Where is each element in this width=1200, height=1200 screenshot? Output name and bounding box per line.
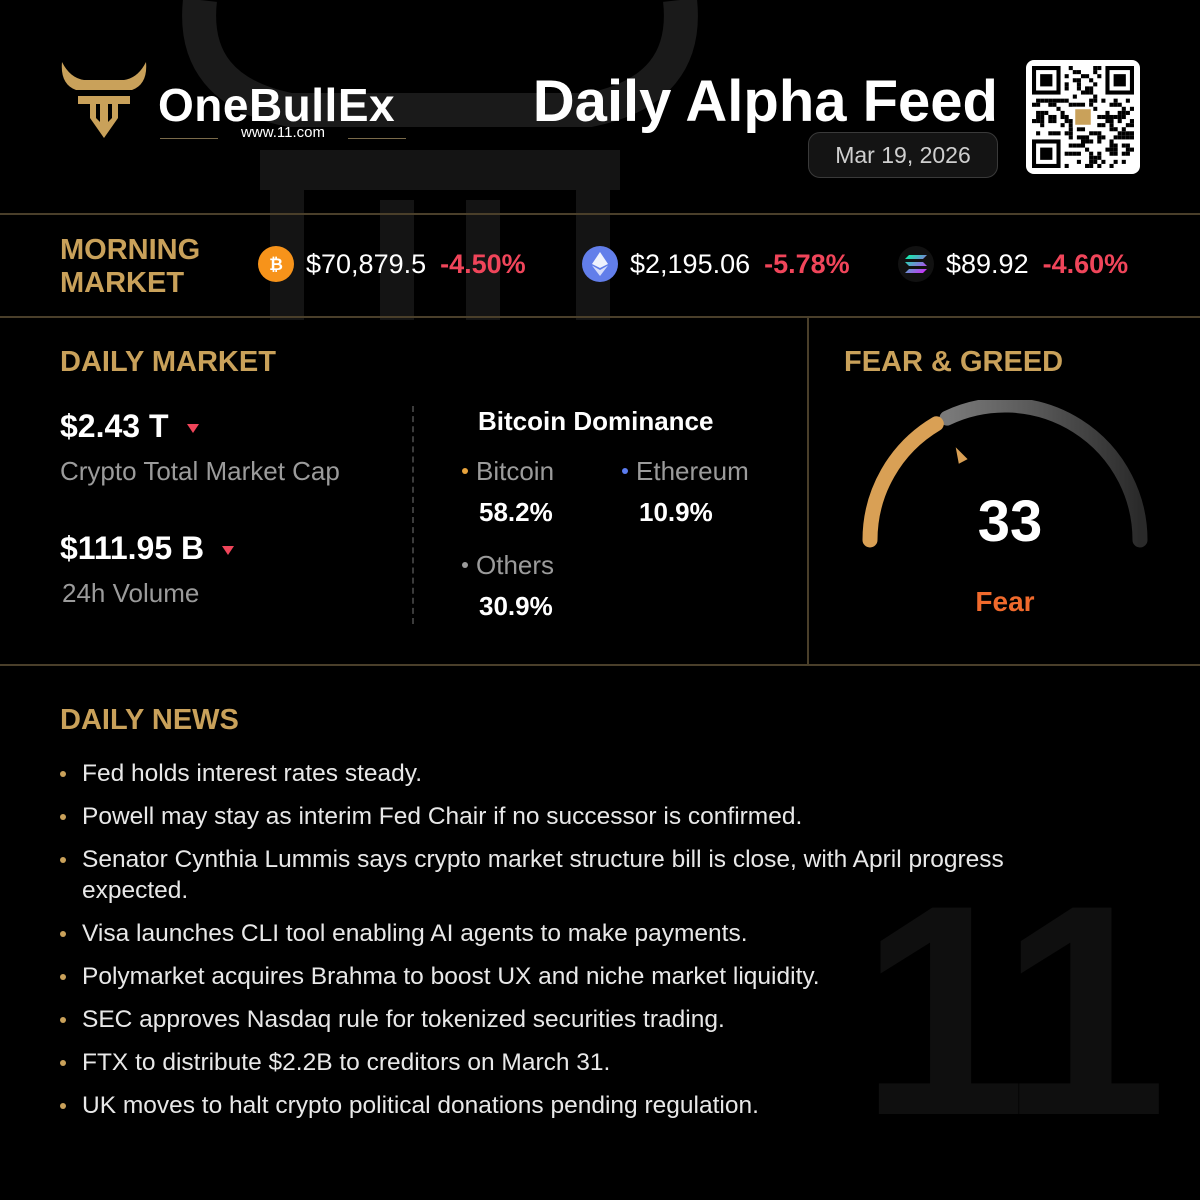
fear-greed-gauge	[862, 400, 1148, 548]
gauge-pointer	[955, 447, 968, 464]
solana-icon	[898, 246, 934, 282]
market-vertical-divider	[807, 317, 809, 666]
url-divider-left	[160, 138, 218, 139]
volume-value: $111.95 B	[60, 530, 235, 567]
daily-news-title: DAILY NEWS	[60, 704, 239, 736]
fear-greed-value: 33	[977, 489, 1043, 554]
news-item: Powell may stay as interim Fed Chair if …	[60, 801, 1100, 832]
dominance-eth-value: 10.9%	[639, 497, 713, 527]
ticker-eth[interactable]: $2,195.06 -5.78%	[582, 246, 850, 282]
brand-name: OneBullEx	[158, 79, 396, 131]
dominance-others-value: 30.9%	[479, 591, 553, 621]
sol-change: -4.60%	[1042, 248, 1129, 279]
bullet-icon	[622, 468, 628, 475]
market-bottom-divider	[0, 664, 1200, 666]
morning-market-title-line1: MORNING	[60, 234, 201, 266]
bitcoin-icon: ₿	[258, 246, 294, 282]
dominance-btc-label: Bitcoin	[462, 456, 554, 487]
brand-url: www.11.com	[241, 124, 325, 141]
url-divider-right	[348, 138, 406, 139]
news-item: SEC approves Nasdaq rule for tokenized s…	[60, 1004, 1100, 1035]
news-item: UK moves to halt crypto political donati…	[60, 1090, 1100, 1121]
volume-label: 24h Volume	[62, 578, 200, 608]
news-list: Fed holds interest rates steady. Powell …	[60, 758, 1100, 1133]
bullet-icon	[462, 468, 468, 475]
fear-greed-title: FEAR & GREED	[844, 346, 1064, 378]
dominance-title: Bitcoin Dominance	[478, 406, 714, 436]
dominance-btc-name: Bitcoin	[476, 456, 555, 486]
dominance-eth-label: Ethereum	[622, 456, 749, 487]
gauge-track	[939, 400, 1148, 548]
dominance-eth-name: Ethereum	[636, 456, 749, 486]
morning-market-divider	[0, 316, 1200, 318]
bull-head-icon	[61, 62, 147, 138]
eth-price: $2,195.06	[630, 248, 751, 279]
qr-code-icon[interactable]	[1026, 60, 1140, 174]
date-badge: Mar 19, 2026	[808, 132, 998, 178]
morning-market-title: MORNING MARKET	[60, 234, 200, 300]
eth-change: -5.78%	[764, 248, 850, 279]
svg-text:₿: ₿	[269, 255, 283, 275]
daily-market-title: DAILY MARKET	[60, 346, 276, 378]
down-arrow-icon	[222, 546, 235, 556]
dashed-divider	[412, 406, 414, 624]
page-title: Daily Alpha Feed	[532, 69, 998, 134]
ticker-sol[interactable]: $89.92 -4.60%	[898, 246, 1128, 282]
dominance-others-name: Others	[476, 550, 555, 580]
ticker-btc[interactable]: ₿ $70,879.5 -4.50%	[258, 246, 526, 282]
news-item: Polymarket acquires Brahma to boost UX a…	[60, 961, 1100, 992]
fear-greed-label: Fear	[975, 586, 1035, 617]
btc-price: $70,879.5	[306, 248, 427, 279]
btc-change: -4.50%	[440, 248, 526, 279]
news-item: Visa launches CLI tool enabling AI agent…	[60, 918, 1100, 949]
news-item: FTX to distribute $2.2B to creditors on …	[60, 1047, 1100, 1078]
header-divider	[0, 213, 1200, 215]
news-item: Senator Cynthia Lummis says crypto marke…	[60, 844, 1100, 906]
market-cap-label: Crypto Total Market Cap	[60, 456, 340, 486]
volume-number: $111.95 B	[60, 530, 205, 566]
gauge-fill	[862, 416, 944, 548]
dominance-others-label: Others	[462, 550, 554, 581]
bullet-icon	[462, 562, 468, 569]
market-cap-number: $2.43 T	[60, 408, 169, 444]
sol-price: $89.92	[946, 248, 1029, 279]
ethereum-icon	[582, 246, 618, 282]
down-arrow-icon	[186, 424, 199, 434]
market-cap-value: $2.43 T	[60, 408, 199, 445]
morning-market-title-line2: MARKET	[60, 267, 185, 299]
dominance-btc-value: 58.2%	[479, 497, 553, 527]
news-item: Fed holds interest rates steady.	[60, 758, 1100, 789]
